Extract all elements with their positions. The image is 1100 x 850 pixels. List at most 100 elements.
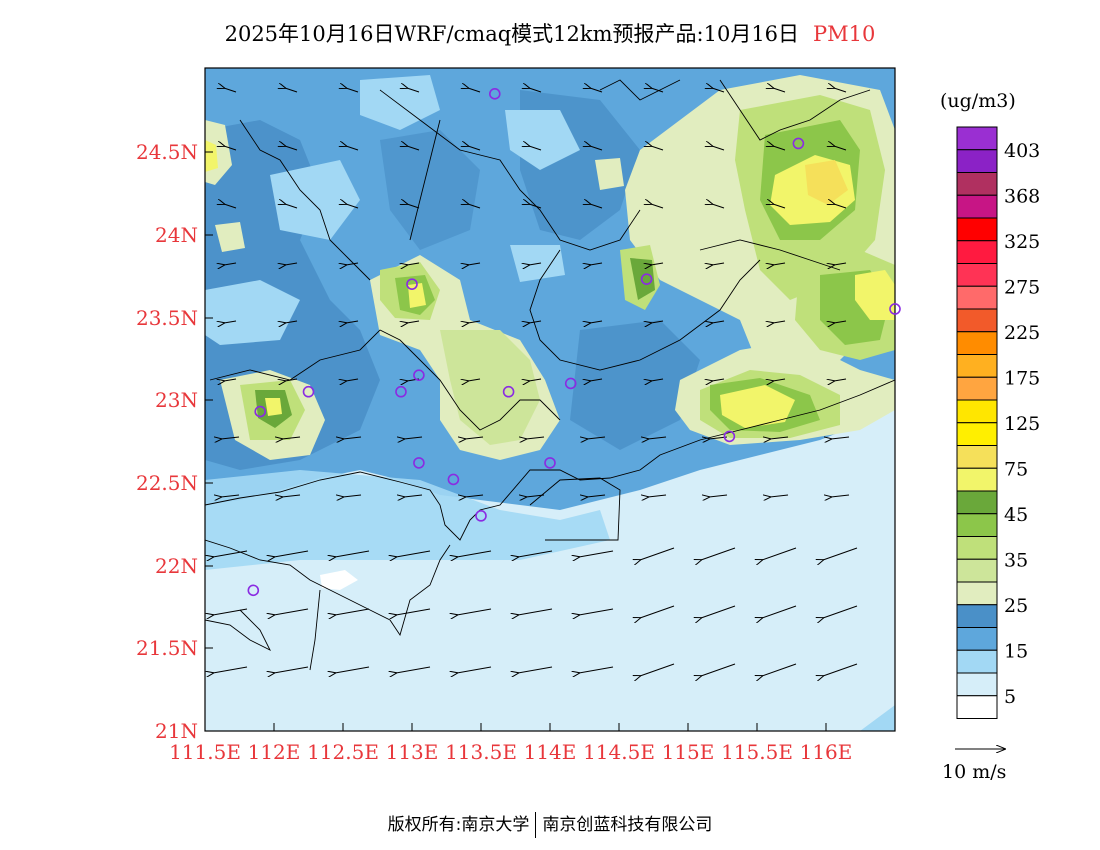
wind-vector xyxy=(343,495,362,497)
wind-vector xyxy=(831,437,850,439)
wind-vector xyxy=(285,88,298,93)
legend-swatch xyxy=(956,149,998,173)
wind-vector xyxy=(468,262,481,265)
legend-swatch xyxy=(956,695,998,719)
wind-vector xyxy=(213,550,248,557)
wind-vector xyxy=(407,146,420,151)
station-marker xyxy=(488,88,501,100)
wind-vector xyxy=(457,666,492,673)
wind-vector xyxy=(274,550,309,557)
wind-vector xyxy=(465,437,484,439)
wind-vector xyxy=(468,88,481,93)
station-marker xyxy=(889,303,901,315)
wind-vector xyxy=(834,262,847,265)
lat-label: 23.5N xyxy=(136,306,198,330)
station-marker xyxy=(395,385,407,398)
station-markers xyxy=(247,88,901,597)
station-marker xyxy=(413,369,425,381)
station-marker xyxy=(640,273,653,285)
wind-vector xyxy=(651,378,664,381)
wind-vector xyxy=(224,378,237,381)
wind-vector xyxy=(468,146,481,151)
lat-label: 24.5N xyxy=(136,140,198,164)
legend-swatch xyxy=(956,354,998,378)
legend-label: 35 xyxy=(1004,549,1028,571)
lon-label: 115E xyxy=(662,740,715,764)
legend-swatch xyxy=(956,604,998,628)
wind-vector xyxy=(221,437,240,439)
lon-label: 113.5E xyxy=(445,740,517,764)
wind-vector xyxy=(640,605,675,618)
legend-swatch xyxy=(956,331,998,355)
wind-vector xyxy=(701,547,736,560)
legend-label: 225 xyxy=(1004,322,1040,344)
lon-label: 112.5E xyxy=(307,740,379,764)
lon-label: 114.5E xyxy=(583,740,655,764)
wind-vector xyxy=(651,262,664,265)
wind-vector xyxy=(651,146,664,151)
concentration-field xyxy=(205,68,895,731)
wind-vector xyxy=(712,146,725,151)
wind-vector xyxy=(834,204,847,209)
wind-vector xyxy=(831,495,850,497)
title-text: 2025年10月16日WRF/cmaq模式12km预报产品:10月16日 xyxy=(224,22,800,46)
chart-title: 2025年10月16日WRF/cmaq模式12km预报产品:10月16日 PM10 xyxy=(0,18,1100,48)
wind-vector xyxy=(518,608,553,615)
wind-vector xyxy=(346,204,359,209)
wind-vector xyxy=(274,608,309,615)
wind-vector xyxy=(834,146,847,151)
wind-vector xyxy=(773,320,786,323)
wind-vector xyxy=(762,663,797,676)
wind-vector xyxy=(529,262,542,265)
wind-vector xyxy=(346,320,359,323)
wind-vector xyxy=(834,320,847,323)
legend-label: 15 xyxy=(1004,640,1028,662)
legend-label: 5 xyxy=(1004,686,1016,708)
color-legend: 403 368 325 275 225 175 125 75 45 35 25 15 5 xyxy=(956,126,1040,719)
wind-vector xyxy=(346,88,359,93)
station-marker xyxy=(254,405,267,418)
wind-vector xyxy=(396,666,431,673)
wind-vector xyxy=(224,146,237,151)
wind-vector xyxy=(396,608,431,615)
wind-vector xyxy=(773,146,786,151)
legend-swatch xyxy=(956,672,998,697)
lon-label: 111.5E xyxy=(169,740,241,764)
legend-swatch xyxy=(956,422,998,446)
legend-label: 175 xyxy=(1004,367,1040,389)
wind-vector xyxy=(404,495,423,497)
wind-vector xyxy=(834,88,847,93)
wind-vector xyxy=(587,495,606,497)
wind-vector xyxy=(396,550,431,557)
station-marker xyxy=(544,457,556,469)
station-marker xyxy=(723,430,736,443)
wind-vector xyxy=(773,378,786,381)
lat-label: 22N xyxy=(155,554,198,578)
lat-axis-labels: 24.5N 24N 23.5N 23N 22.5N 22N 21.5N 21N xyxy=(136,140,198,743)
legend-swatch xyxy=(956,445,998,469)
wind-vector xyxy=(407,204,420,209)
legend-swatch xyxy=(956,513,998,537)
wind-vector xyxy=(285,320,298,323)
wind-vector xyxy=(343,437,362,439)
lon-label: 116E xyxy=(800,740,853,764)
legend-swatch xyxy=(956,490,998,515)
axis-ticks xyxy=(204,151,827,732)
wind-vector xyxy=(468,320,481,323)
footer-right: 南京创蓝科技有限公司 xyxy=(542,815,713,835)
legend-swatch xyxy=(956,376,998,401)
wind-vector xyxy=(773,262,786,265)
lat-label: 21.5N xyxy=(136,636,198,660)
legend-swatch xyxy=(956,308,998,333)
legend-swatch xyxy=(956,263,998,287)
wind-vector xyxy=(213,608,248,615)
legend-label: 45 xyxy=(1004,504,1028,526)
station-marker xyxy=(447,473,460,486)
wind-vector xyxy=(282,437,301,439)
wind-scale: 10 m/s xyxy=(942,749,1006,783)
wind-vector xyxy=(457,550,492,557)
legend-label: 403 xyxy=(1004,140,1040,162)
wind-vector xyxy=(579,550,614,557)
wind-vector xyxy=(762,605,797,618)
legend-swatch xyxy=(956,172,998,196)
